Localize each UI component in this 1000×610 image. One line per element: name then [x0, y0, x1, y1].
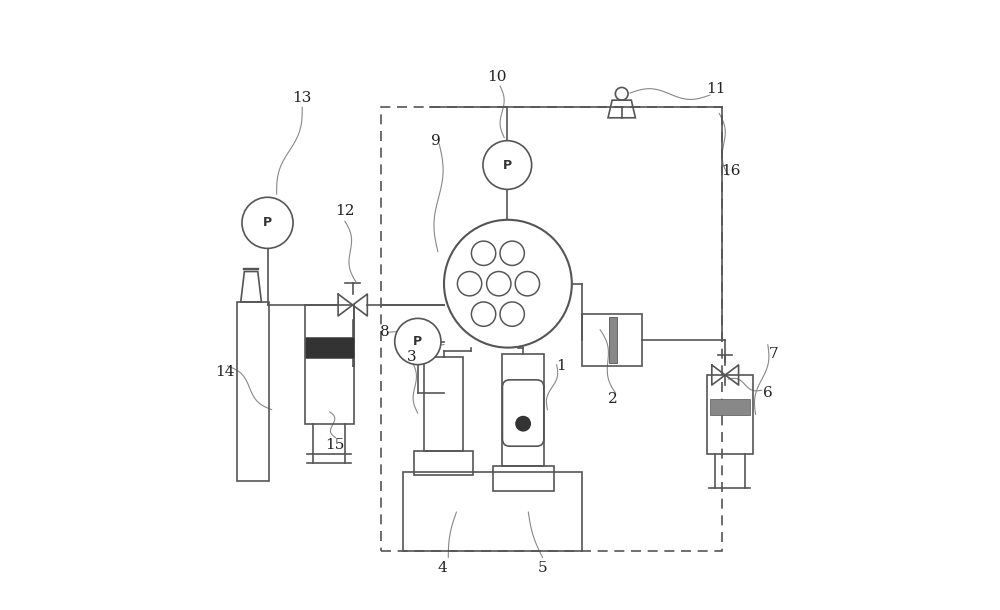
Bar — [403, 472, 582, 551]
Bar — [609, 317, 617, 363]
Circle shape — [515, 271, 540, 296]
Bar — [710, 400, 750, 415]
Circle shape — [444, 220, 572, 348]
Text: 5: 5 — [538, 561, 547, 575]
Circle shape — [471, 302, 496, 326]
Text: 16: 16 — [722, 164, 741, 178]
Text: P: P — [503, 159, 512, 171]
Bar — [305, 337, 354, 359]
Circle shape — [515, 416, 531, 432]
Text: 12: 12 — [335, 204, 355, 218]
Bar — [582, 314, 642, 366]
Circle shape — [500, 302, 524, 326]
Text: 3: 3 — [407, 350, 417, 364]
Bar — [502, 354, 544, 466]
Bar — [493, 466, 554, 490]
Circle shape — [457, 271, 482, 296]
Text: 14: 14 — [215, 365, 235, 379]
Circle shape — [487, 271, 511, 296]
Text: 10: 10 — [487, 70, 507, 84]
Text: 4: 4 — [437, 561, 447, 575]
Bar — [414, 451, 473, 475]
Text: 1: 1 — [556, 359, 566, 373]
Circle shape — [483, 141, 532, 189]
Text: 11: 11 — [706, 82, 726, 96]
Text: 13: 13 — [293, 91, 312, 105]
Text: 2: 2 — [608, 392, 617, 406]
Circle shape — [395, 318, 441, 365]
Bar — [424, 357, 463, 451]
Bar — [237, 302, 269, 481]
Text: 9: 9 — [431, 134, 441, 148]
Text: 15: 15 — [325, 438, 344, 452]
Text: P: P — [263, 217, 272, 229]
Text: 6: 6 — [763, 386, 773, 400]
Circle shape — [242, 197, 293, 248]
Bar — [381, 107, 722, 551]
Circle shape — [471, 241, 496, 265]
Circle shape — [500, 241, 524, 265]
Bar — [305, 305, 354, 424]
Text: P: P — [413, 335, 422, 348]
Bar — [707, 375, 753, 454]
Text: 7: 7 — [769, 346, 779, 361]
Text: 8: 8 — [380, 325, 389, 339]
